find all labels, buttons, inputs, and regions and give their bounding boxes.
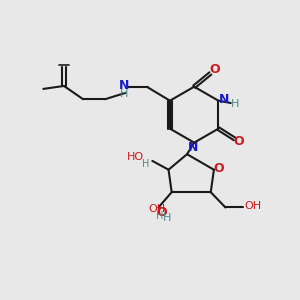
Text: O: O <box>209 63 220 76</box>
Text: O: O <box>156 206 167 219</box>
Text: N: N <box>188 141 198 154</box>
Text: N: N <box>119 80 130 92</box>
Text: O: O <box>234 135 244 148</box>
Text: HO: HO <box>126 152 143 162</box>
Text: N: N <box>218 93 229 106</box>
Text: OH: OH <box>148 204 166 214</box>
Text: H: H <box>156 211 164 221</box>
Text: H: H <box>120 89 128 99</box>
Text: H: H <box>163 213 172 223</box>
Text: H: H <box>230 99 239 109</box>
Text: H: H <box>142 159 149 170</box>
Text: OH: OH <box>244 201 261 211</box>
Text: O: O <box>213 162 224 175</box>
